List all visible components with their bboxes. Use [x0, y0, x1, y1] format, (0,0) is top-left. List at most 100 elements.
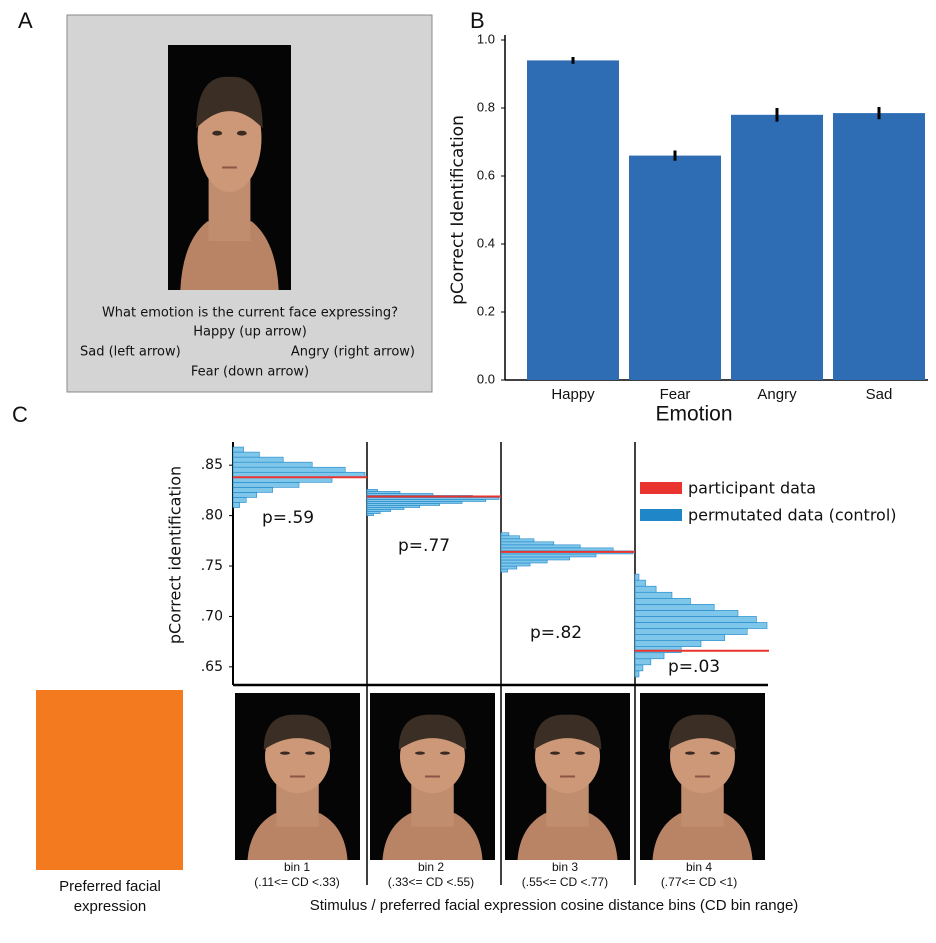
- preferred-frame: [36, 690, 183, 870]
- option: Fear (down arrow): [191, 365, 309, 380]
- histogram-bar: [366, 491, 401, 494]
- histogram-bar: [500, 568, 508, 573]
- histogram-bar: [634, 622, 768, 629]
- x-tick-label: Sad: [866, 386, 893, 403]
- preferred-label: expression: [74, 898, 147, 915]
- y-tick-label: .80: [201, 508, 223, 524]
- histogram-bar: [366, 513, 374, 516]
- histogram-bar: [634, 652, 665, 660]
- bin-range: (.55<= CD <.77): [522, 875, 608, 889]
- p-value: p=.03: [668, 657, 720, 677]
- histogram-bar: [232, 466, 346, 473]
- y-tick-label: .65: [201, 659, 223, 675]
- x-tick-label: Happy: [551, 386, 595, 403]
- bar: [629, 155, 721, 380]
- histogram-bar: [232, 456, 284, 463]
- histogram-bar: [634, 573, 640, 581]
- face-shoulders: [382, 813, 483, 860]
- bar: [833, 113, 925, 380]
- bin-range: (.33<= CD <.55): [388, 875, 474, 889]
- histogram-bar: [366, 509, 392, 512]
- histogram-bar: [634, 591, 673, 599]
- histogram-bar: [232, 502, 240, 508]
- face-shoulders: [517, 813, 618, 860]
- histogram-bar: [634, 616, 757, 623]
- histogram-bar: [500, 538, 535, 543]
- panel-label: C: [12, 402, 28, 427]
- histogram-bar: [500, 535, 520, 540]
- y-tick-label: 0.0: [477, 371, 495, 386]
- face-shoulders: [652, 813, 753, 860]
- bar: [731, 114, 823, 381]
- bin-label: bin 4: [686, 860, 712, 874]
- face-eye: [280, 751, 290, 755]
- face-eye: [550, 751, 560, 755]
- histogram-bar: [232, 451, 260, 458]
- face-hair: [196, 76, 263, 129]
- histogram-bar: [500, 544, 581, 549]
- legend-swatch: [640, 482, 682, 494]
- face-eye: [575, 751, 585, 755]
- y-tick-label: .85: [201, 457, 223, 473]
- p-value: p=.59: [262, 508, 314, 528]
- histogram-bar: [634, 628, 748, 635]
- face-hair: [263, 714, 332, 750]
- histogram-bar: [634, 658, 652, 666]
- face-shoulders: [180, 221, 279, 290]
- histogram-bar: [500, 532, 510, 537]
- option: Sad (left arrow): [80, 345, 181, 360]
- option: Happy (up arrow): [193, 325, 307, 340]
- histogram-bar: [500, 556, 570, 561]
- histogram-bar: [500, 565, 518, 570]
- face-hair: [533, 714, 602, 750]
- histogram-bar: [366, 507, 405, 510]
- x-axis-label: Stimulus / preferred facial expression c…: [310, 897, 799, 914]
- histogram-bar: [634, 664, 644, 672]
- histogram-bar: [634, 604, 715, 611]
- histogram-bar: [634, 670, 640, 678]
- y-tick-label: 1.0: [477, 31, 495, 46]
- histogram-bar: [500, 541, 555, 546]
- histogram-bar: [634, 585, 657, 593]
- histogram-bar: [232, 482, 300, 488]
- bin-range: (.11<= CD <.33): [254, 875, 340, 889]
- y-axis-label: pCorrect Identification: [448, 115, 468, 305]
- histogram-bar: [500, 562, 531, 567]
- y-tick-label: 0.6: [477, 167, 495, 182]
- y-tick-label: 0.8: [477, 99, 495, 114]
- face-eye: [440, 751, 450, 755]
- histogram-bar: [232, 497, 247, 503]
- x-tick-label: Angry: [757, 386, 797, 403]
- bin-label: bin 2: [418, 860, 444, 874]
- option: Angry (right arrow): [291, 345, 415, 360]
- y-tick-label: .75: [201, 558, 223, 574]
- histogram-bar: [366, 497, 500, 500]
- y-tick-label: .70: [201, 608, 223, 624]
- y-tick-label: 0.2: [477, 303, 495, 318]
- face-shoulders: [247, 813, 348, 860]
- panel-label: B: [470, 8, 485, 33]
- panel-label: A: [18, 8, 33, 33]
- bin-label: bin 3: [552, 860, 578, 874]
- face-eye: [685, 751, 695, 755]
- histogram-bar: [634, 640, 702, 647]
- face-eye: [710, 751, 720, 755]
- y-axis-label: pCorrect identification: [166, 466, 185, 644]
- x-tick-label: Fear: [660, 386, 691, 403]
- histogram-bar: [366, 503, 440, 506]
- face-eye: [236, 130, 247, 136]
- histogram-bar: [366, 501, 463, 504]
- p-value: p=.82: [530, 623, 582, 643]
- histogram-bar: [366, 505, 421, 508]
- face-eye: [305, 751, 315, 755]
- histogram-bar: [500, 559, 548, 564]
- face-hair: [668, 714, 737, 750]
- preferred-label: Preferred facial: [59, 878, 161, 895]
- histogram-bar: [634, 646, 682, 654]
- y-tick-label: 0.4: [477, 235, 495, 250]
- histogram-bar: [634, 634, 726, 641]
- legend-swatch: [640, 509, 682, 521]
- bin-label: bin 1: [284, 860, 310, 874]
- histogram-bar: [366, 489, 378, 492]
- histogram-bar: [366, 499, 487, 502]
